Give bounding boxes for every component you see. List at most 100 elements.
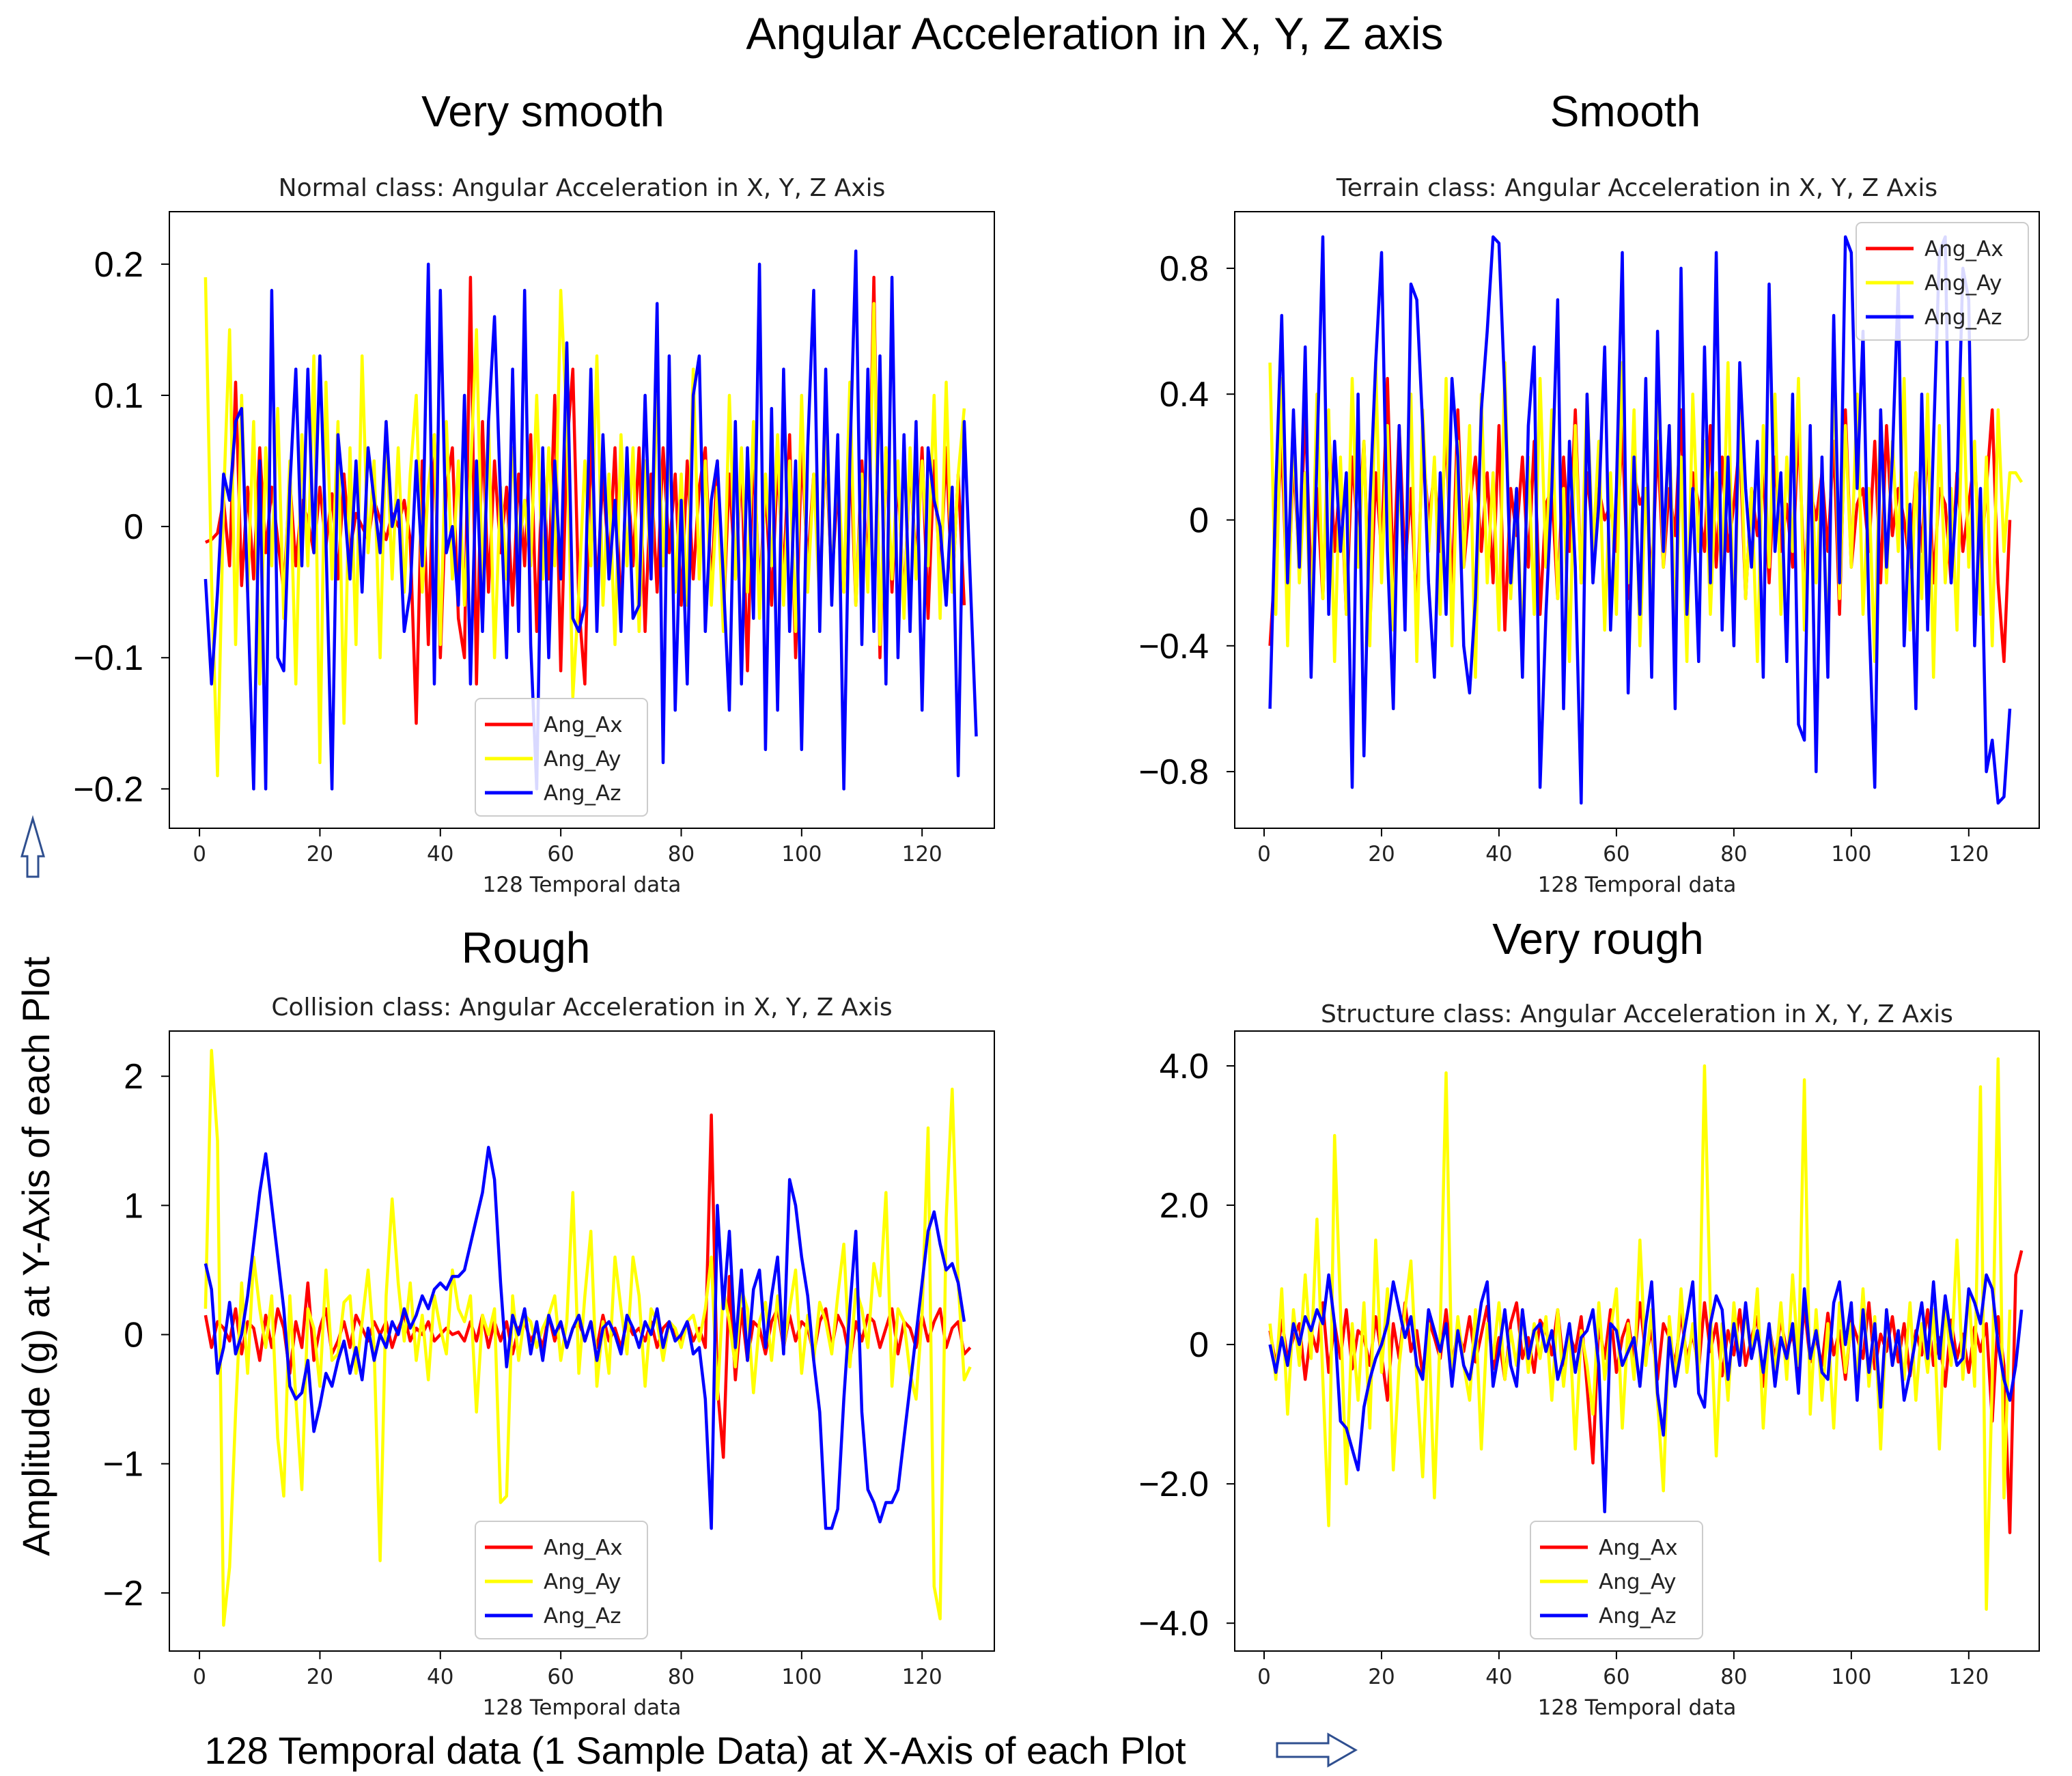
- y-tick-label: 0.1: [94, 376, 143, 416]
- series-group: [1268, 235, 2024, 805]
- x-tick-label: 80: [1720, 1665, 1747, 1689]
- legend-box: [475, 698, 648, 817]
- y-tick-label: −1: [103, 1445, 143, 1484]
- charts-group: Very smooth Normal class: Angular Acceler…: [73, 87, 2040, 1720]
- series-line-ang_az: [1268, 1273, 2024, 1514]
- y-axis-caption: Amplitude (g) at Y-Axis of each Plot: [14, 957, 57, 1556]
- x-tick-label: 0: [1257, 842, 1271, 866]
- x-tick-label: 20: [1368, 842, 1395, 866]
- x-tick-label: 0: [193, 1665, 206, 1689]
- y-tick-label: −0.1: [73, 638, 143, 678]
- legend-label: Ang_Ax: [1924, 237, 2004, 262]
- x-tick-label: 20: [1368, 1665, 1395, 1689]
- legend-label: Ang_Az: [1599, 1604, 1677, 1629]
- y-tick-label: 0.8: [1160, 249, 1209, 289]
- chart-normal: Very smooth Normal class: Angular Acceler…: [73, 87, 995, 897]
- legend-box: [475, 1521, 648, 1639]
- chart-heading: Rough: [462, 923, 591, 972]
- x-axis-label: 128 Temporal data: [483, 1695, 682, 1720]
- legend-box: [1856, 222, 2029, 341]
- x-tick-label: 40: [427, 1665, 453, 1689]
- chart-heading: Smooth: [1550, 87, 1701, 136]
- right-arrow-icon: [1276, 1732, 1358, 1768]
- y-tick-label: 2.0: [1160, 1186, 1209, 1226]
- chart-terrain: Smooth Terrain class: Angular Acceleratio…: [1138, 87, 2040, 897]
- legend-label: Ang_Ay: [544, 747, 621, 772]
- legend-label: Ang_Ax: [1599, 1536, 1678, 1560]
- x-tick-label: 80: [668, 842, 695, 866]
- legend-label: Ang_Ay: [1599, 1570, 1676, 1594]
- chart-title: Terrain class: Angular Acceleration in X…: [1336, 174, 1937, 202]
- chart-title: Collision class: Angular Acceleration in…: [271, 993, 892, 1021]
- x-tick-label: 100: [781, 1665, 822, 1689]
- x-tick-label: 80: [1720, 842, 1747, 866]
- legend-label: Ang_Ax: [544, 1536, 623, 1560]
- y-tick-label: 0.4: [1160, 375, 1209, 414]
- x-tick-label: 0: [193, 842, 206, 866]
- y-tick-label: 0: [124, 1316, 143, 1355]
- x-axis-label: 128 Temporal data: [1538, 1695, 1737, 1720]
- y-tick-label: 0.2: [94, 245, 143, 285]
- y-tick-label: 2: [124, 1057, 143, 1097]
- series-line-ang_az: [204, 249, 978, 791]
- x-tick-label: 120: [902, 842, 942, 866]
- chart-title: Normal class: Angular Acceleration in X,…: [279, 174, 886, 202]
- x-tick-label: 60: [1603, 1665, 1629, 1689]
- x-axis-caption: 128 Temporal data (1 Sample Data) at X-A…: [204, 1729, 1186, 1772]
- legend-label: Ang_Ax: [544, 713, 623, 737]
- chart-title: Structure class: Angular Acceleration in…: [1321, 1000, 1953, 1028]
- y-tick-label: 0: [1189, 501, 1209, 541]
- legend-label: Ang_Az: [544, 781, 621, 806]
- chart-collision: Rough Collision class: Angular Accelerati…: [103, 923, 995, 1720]
- chart-heading: Very rough: [1492, 914, 1704, 963]
- y-tick-label: 4.0: [1160, 1047, 1209, 1086]
- x-tick-label: 60: [547, 1665, 574, 1689]
- legend: Ang_Ax Ang_Ay Ang_Az: [475, 1521, 648, 1639]
- y-tick-label: −2.0: [1138, 1465, 1209, 1504]
- x-tick-label: 80: [668, 1665, 695, 1689]
- figure-title: Angular Acceleration in X, Y, Z axis: [746, 8, 1443, 59]
- x-tick-label: 100: [781, 842, 822, 866]
- y-tick-label: 1: [124, 1186, 143, 1226]
- series-group: [204, 1049, 972, 1627]
- x-tick-label: 100: [1831, 842, 1871, 866]
- y-tick-label: −4.0: [1138, 1604, 1209, 1644]
- series-group: [1268, 1057, 2024, 1611]
- y-tick-label: −0.2: [73, 770, 143, 809]
- x-tick-label: 100: [1831, 1665, 1871, 1689]
- x-tick-label: 120: [1948, 842, 1989, 866]
- legend-label: Ang_Ay: [1924, 271, 2002, 296]
- series-line-ang_ay: [204, 1049, 972, 1627]
- legend-label: Ang_Az: [1924, 305, 2002, 330]
- legend-label: Ang_Az: [544, 1604, 621, 1629]
- legend-label: Ang_Ay: [544, 1570, 621, 1594]
- legend: Ang_Ax Ang_Ay Ang_Az: [475, 698, 648, 817]
- x-tick-label: 40: [1485, 1665, 1512, 1689]
- up-arrow-icon: [20, 815, 45, 878]
- series-line-ang_az: [204, 1146, 966, 1530]
- x-tick-label: 40: [1485, 842, 1512, 866]
- legend-box: [1530, 1521, 1703, 1639]
- series-line-ang_az: [1268, 235, 2012, 805]
- x-tick-label: 0: [1257, 1665, 1271, 1689]
- legend: Ang_Ax Ang_Ay Ang_Az: [1856, 222, 2029, 341]
- series-group: [204, 249, 978, 791]
- legend: Ang_Ax Ang_Ay Ang_Az: [1530, 1521, 1703, 1639]
- chart-heading: Very smooth: [421, 87, 664, 136]
- chart-structure: Very rough Structure class: Angular Accel…: [1138, 914, 2040, 1720]
- x-tick-label: 120: [902, 1665, 942, 1689]
- x-tick-label: 60: [547, 842, 574, 866]
- x-tick-label: 20: [307, 842, 333, 866]
- x-tick-label: 40: [427, 842, 453, 866]
- x-tick-label: 120: [1948, 1665, 1989, 1689]
- y-tick-label: −0.8: [1138, 752, 1209, 792]
- y-tick-label: 0: [124, 507, 143, 547]
- y-tick-label: −2: [103, 1574, 143, 1613]
- x-axis-label: 128 Temporal data: [483, 873, 682, 897]
- x-tick-label: 20: [307, 1665, 333, 1689]
- y-tick-label: −0.4: [1138, 627, 1209, 666]
- x-axis-label: 128 Temporal data: [1538, 873, 1737, 897]
- x-tick-label: 60: [1603, 842, 1629, 866]
- y-tick-label: 0: [1189, 1325, 1209, 1365]
